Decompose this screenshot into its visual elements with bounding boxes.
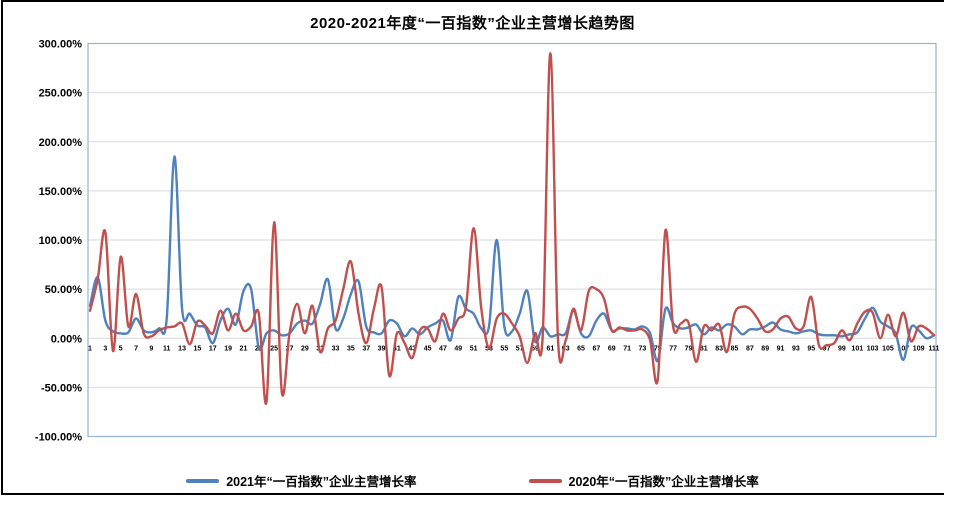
svg-text:75: 75 — [654, 345, 662, 352]
svg-text:100.00%: 100.00% — [39, 235, 83, 247]
svg-text:3: 3 — [103, 345, 107, 352]
svg-text:49: 49 — [454, 345, 462, 352]
legend-item-2020: 2020年“一百指数”企业主营增长率 — [528, 471, 759, 490]
svg-text:33: 33 — [332, 345, 340, 352]
svg-text:-50.00%: -50.00% — [41, 382, 82, 394]
svg-text:83: 83 — [715, 345, 723, 352]
svg-text:1: 1 — [88, 345, 92, 352]
svg-text:5: 5 — [119, 345, 123, 352]
svg-text:37: 37 — [362, 345, 370, 352]
svg-text:35: 35 — [347, 345, 355, 352]
svg-text:73: 73 — [639, 345, 647, 352]
svg-text:77: 77 — [669, 345, 677, 352]
svg-text:200.00%: 200.00% — [39, 137, 83, 149]
svg-text:85: 85 — [731, 345, 739, 352]
bottom-border-line — [1, 493, 944, 495]
svg-text:105: 105 — [882, 345, 894, 352]
svg-text:87: 87 — [746, 345, 754, 352]
trend-line-chart: 300.00%250.00%200.00%150.00%100.00%50.00… — [35, 39, 940, 444]
svg-text:9: 9 — [149, 345, 153, 352]
svg-text:0.00%: 0.00% — [51, 333, 82, 345]
series-line-2020 — [88, 52, 936, 405]
svg-text:71: 71 — [623, 345, 631, 352]
svg-text:21: 21 — [240, 345, 248, 352]
svg-text:57: 57 — [516, 345, 524, 352]
svg-text:95: 95 — [807, 345, 815, 352]
svg-text:300.00%: 300.00% — [39, 39, 83, 51]
left-border-line — [1, 0, 3, 495]
svg-text:13: 13 — [178, 345, 186, 352]
svg-text:61: 61 — [546, 345, 554, 352]
svg-text:19: 19 — [224, 345, 232, 352]
svg-text:89: 89 — [761, 345, 769, 352]
svg-text:55: 55 — [500, 345, 508, 352]
svg-text:63: 63 — [562, 345, 570, 352]
series-line-2021 — [88, 155, 936, 363]
svg-text:25: 25 — [270, 345, 278, 352]
svg-text:27: 27 — [286, 345, 294, 352]
top-border-line — [1, 0, 944, 2]
red-line-swatch-icon — [528, 478, 562, 483]
svg-text:111: 111 — [929, 345, 940, 352]
svg-text:101: 101 — [851, 345, 863, 352]
svg-text:99: 99 — [838, 345, 846, 352]
gridlines — [88, 43, 936, 437]
svg-text:50.00%: 50.00% — [45, 284, 83, 296]
svg-text:67: 67 — [593, 345, 601, 352]
svg-text:-100.00%: -100.00% — [35, 432, 82, 444]
chart-title: 2020-2021年度“一百指数”企业主营增长趋势图 — [310, 15, 635, 32]
svg-text:41: 41 — [393, 345, 401, 352]
svg-text:7: 7 — [134, 345, 138, 352]
svg-text:17: 17 — [209, 345, 217, 352]
legend: 2021年“一百指数”企业主营增长率 2020年“一百指数”企业主营增长率 — [0, 471, 945, 490]
svg-text:97: 97 — [823, 345, 831, 352]
svg-text:103: 103 — [867, 345, 879, 352]
svg-text:91: 91 — [777, 345, 785, 352]
svg-text:47: 47 — [439, 345, 447, 352]
plot-area-border — [87, 42, 937, 438]
svg-text:43: 43 — [408, 345, 416, 352]
legend-item-2021: 2021年“一百指数”企业主营增长率 — [186, 471, 417, 490]
svg-text:11: 11 — [163, 345, 171, 352]
svg-text:39: 39 — [378, 345, 386, 352]
legend-label-2021: 2021年“一百指数”企业主营增长率 — [226, 475, 417, 489]
svg-text:51: 51 — [470, 345, 478, 352]
svg-text:81: 81 — [700, 345, 708, 352]
svg-text:65: 65 — [577, 345, 585, 352]
legend-label-2020: 2020年“一百指数”企业主营增长率 — [568, 475, 759, 489]
svg-text:59: 59 — [531, 345, 539, 352]
x-axis-labels: 1 3 5 7 9 11 13 15 17 19 21 23 25 27 29 31 33 35 37 39 41 43 4… — [88, 345, 940, 352]
y-axis-labels: 300.00% 250.00% 200.00% 150.00% 100.00% 50.00… — [35, 39, 82, 444]
svg-text:79: 79 — [685, 345, 693, 352]
svg-text:29: 29 — [301, 345, 309, 352]
svg-text:107: 107 — [897, 345, 909, 352]
svg-text:109: 109 — [913, 345, 925, 352]
svg-text:15: 15 — [194, 345, 202, 352]
blue-line-swatch-icon — [186, 478, 220, 483]
svg-text:93: 93 — [792, 345, 800, 352]
svg-text:69: 69 — [608, 345, 616, 352]
svg-text:150.00%: 150.00% — [39, 186, 83, 198]
svg-text:45: 45 — [424, 345, 432, 352]
svg-text:250.00%: 250.00% — [39, 88, 83, 100]
